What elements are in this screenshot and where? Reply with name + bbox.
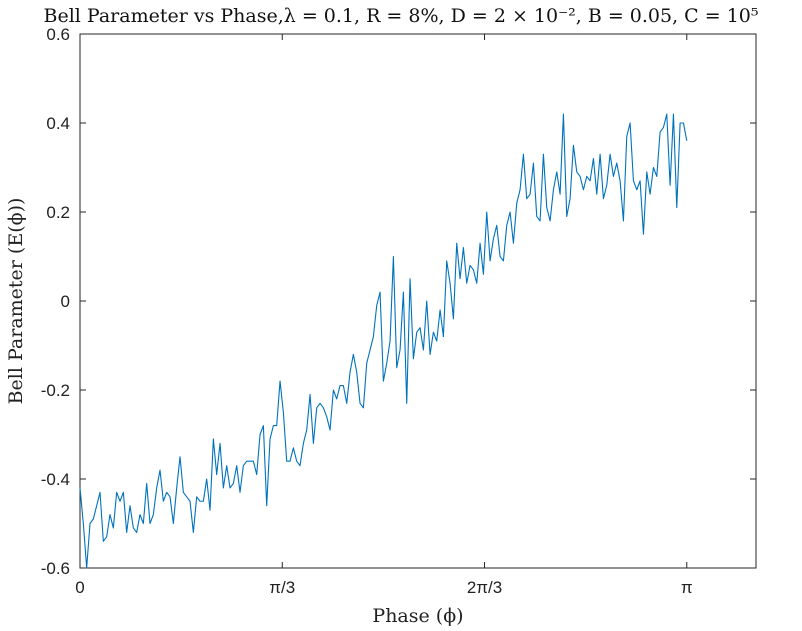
x-tick-label: 0 bbox=[75, 578, 84, 597]
x-axis: 0 π/3 2π/3 π bbox=[75, 34, 693, 597]
y-tick-label: 0.2 bbox=[46, 203, 70, 222]
series-line bbox=[79, 113, 688, 569]
y-axis-label: Bell Parameter (E(ϕ)) bbox=[5, 198, 27, 405]
x-axis-label: Phase (ϕ) bbox=[372, 605, 463, 627]
y-tick-label: -0.4 bbox=[41, 470, 70, 489]
y-tick-label: -0.6 bbox=[41, 559, 70, 578]
y-axis: -0.6 -0.4 -0.2 0 0.2 0.4 0.6 bbox=[41, 25, 756, 578]
series-group bbox=[79, 113, 688, 569]
x-tick-label: 2π/3 bbox=[467, 578, 502, 597]
y-tick-label: -0.2 bbox=[41, 381, 70, 400]
y-tick-label: 0.6 bbox=[46, 25, 70, 44]
y-tick-label: 0.4 bbox=[46, 114, 70, 133]
plot-area-frame bbox=[79, 33, 757, 569]
y-tick-label: 0 bbox=[61, 292, 70, 311]
x-tick-label: π bbox=[681, 578, 693, 597]
chart-title: Bell Parameter vs Phase,λ = 0.1, R = 8%,… bbox=[44, 5, 759, 27]
x-tick-label: π/3 bbox=[269, 578, 295, 597]
